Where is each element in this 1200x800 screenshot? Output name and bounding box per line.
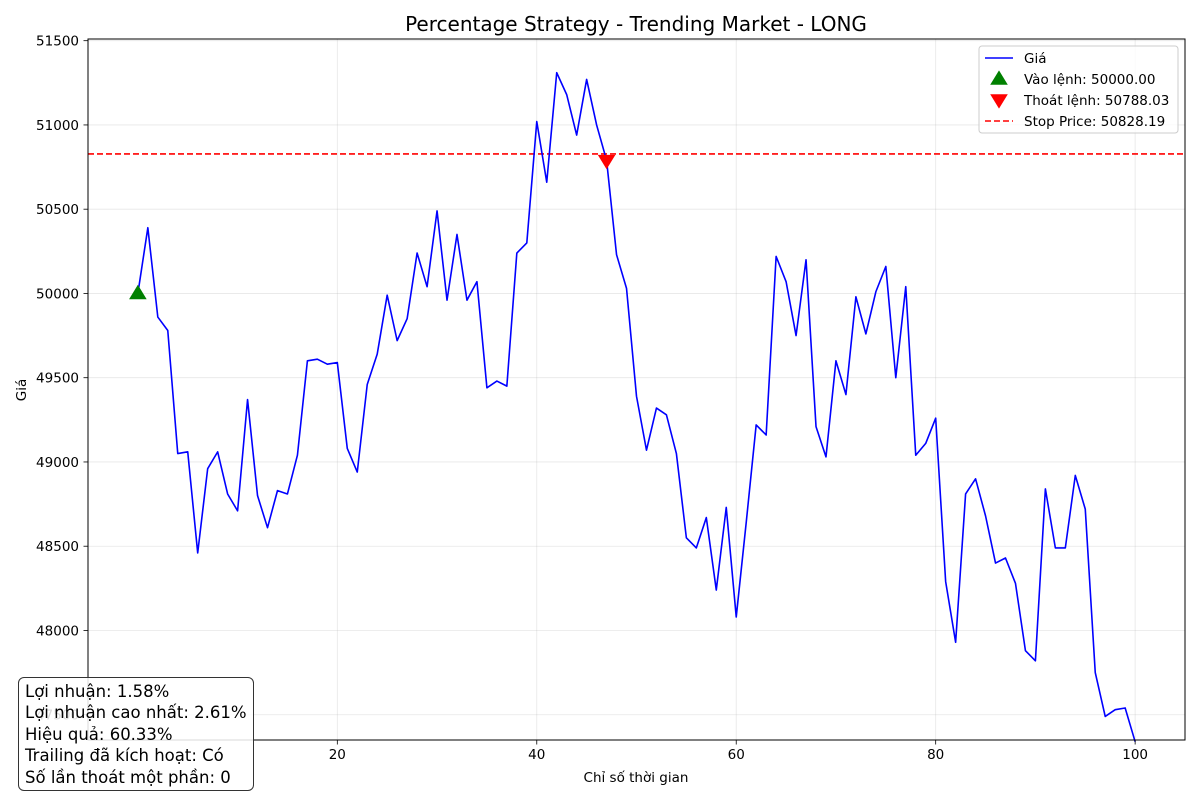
series-layer — [137, 71, 1136, 742]
legend-exit-label: Thoát lệnh: 50788.03 — [1023, 93, 1169, 109]
y-tick-label: 50500 — [36, 202, 79, 218]
x-tick-label: 60 — [728, 747, 745, 763]
stat-profit: Lợi nhuận: 1.58% — [25, 682, 170, 701]
plot-frame — [87, 38, 1186, 741]
stat-partial-exits: Số lần thoát một phần: 0 — [25, 767, 231, 787]
stat-efficiency: Hiệu quả: 60.33% — [25, 724, 173, 744]
y-tick-label: 49000 — [36, 455, 79, 471]
x-tick-label: 80 — [927, 747, 944, 763]
y-tick-label: 48000 — [36, 623, 79, 639]
y-axis: 4750048000485004900049500500005050051000… — [36, 34, 88, 724]
legend-series-label: Giá — [1024, 51, 1047, 67]
y-tick-label: 48500 — [36, 539, 79, 555]
legend-box — [978, 45, 1179, 134]
legend-entry-label: Vào lệnh: 50000.00 — [1024, 72, 1155, 88]
markers-layer — [129, 154, 616, 300]
y-tick-label: 49500 — [36, 371, 79, 387]
y-tick-label: 50000 — [36, 286, 79, 302]
legend-stop-label: Stop Price: 50828.19 — [1024, 114, 1165, 130]
y-axis-label: Giá — [14, 379, 30, 402]
legend-entry-swatch — [990, 70, 1008, 85]
y-tick-label: 51000 — [36, 118, 79, 134]
grid — [88, 39, 1185, 740]
stat-max-profit: Lợi nhuận cao nhất: 2.61% — [25, 703, 247, 723]
x-tick-label: 100 — [1122, 747, 1148, 763]
exit-marker — [597, 154, 616, 170]
x-tick-label: 20 — [329, 747, 346, 763]
price-line — [137, 71, 1136, 742]
legend-exit-swatch — [990, 94, 1008, 109]
y-tick-label: 51500 — [36, 34, 79, 50]
x-axis-label: Chỉ số thời gian — [584, 769, 689, 786]
legend: Giá Vào lệnh: 50000.00 Thoát lệnh: 50788.0… — [978, 45, 1179, 134]
entry-marker — [129, 284, 147, 300]
stat-trailing: Trailing đã kích hoạt: Có — [25, 746, 224, 766]
x-axis: 20 40 60 80 100 — [329, 740, 1148, 763]
x-tick-label: 40 — [528, 747, 545, 763]
stats-box: Lợi nhuận: 1.58% Lợi nhuận cao nhất: 2.6… — [18, 677, 254, 792]
chart-title: Percentage Strategy - Trending Market - … — [405, 12, 867, 36]
